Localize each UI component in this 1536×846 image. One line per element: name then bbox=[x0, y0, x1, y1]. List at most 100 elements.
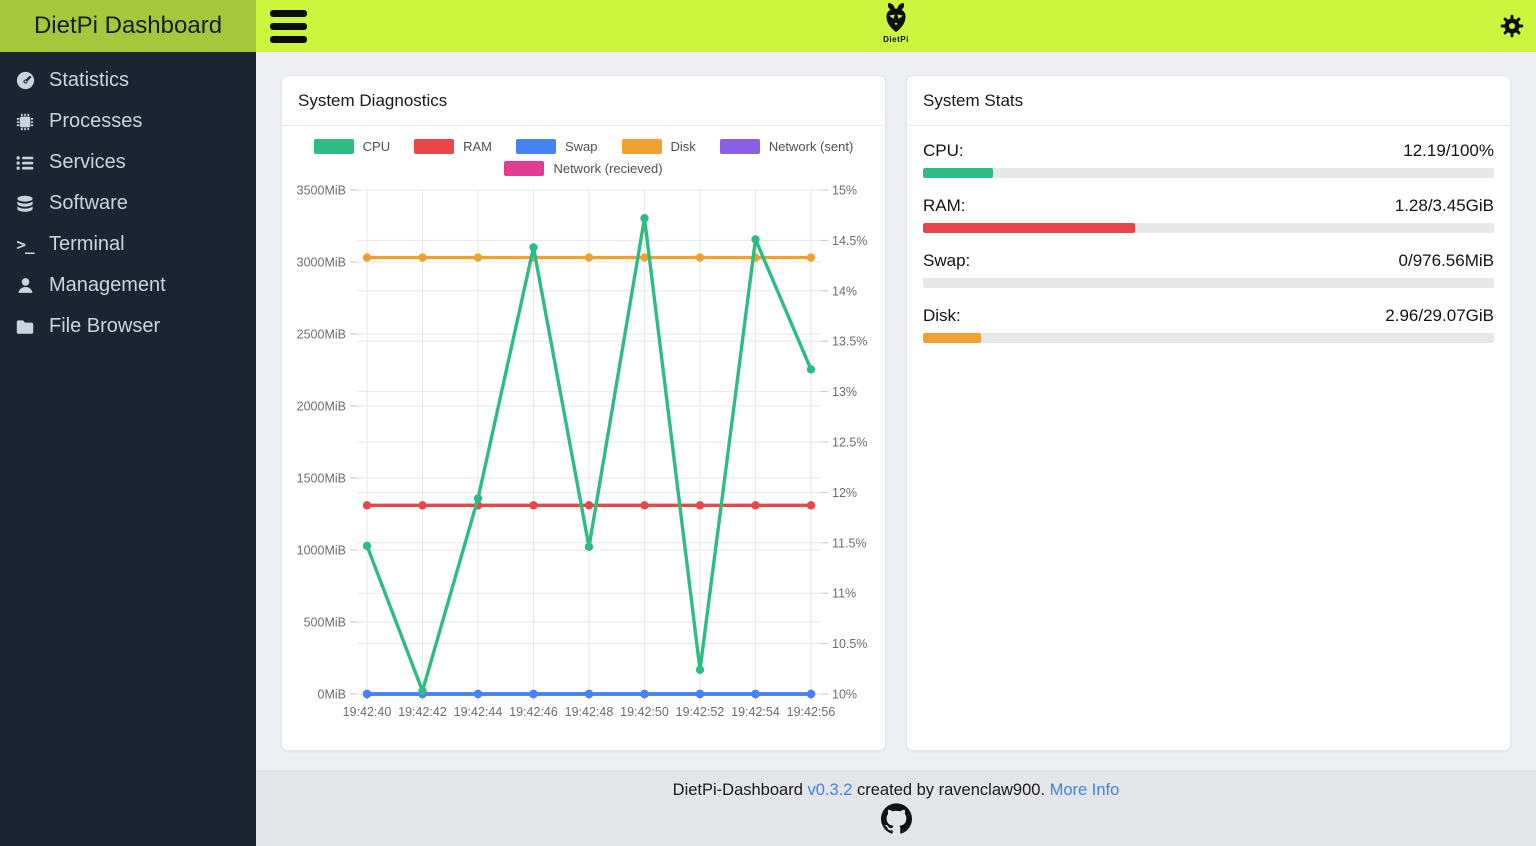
stat-row: Disk: 2.96/29.07GiB bbox=[923, 297, 1494, 343]
svg-text:19:42:46: 19:42:46 bbox=[509, 705, 558, 719]
legend-swatch bbox=[313, 139, 354, 154]
legend-label: Disk bbox=[670, 139, 696, 154]
sidebar-item-label: Management bbox=[49, 274, 166, 296]
dietpi-bee-logo: DietPi bbox=[876, 2, 916, 44]
legend-item-swap[interactable]: Swap bbox=[516, 139, 598, 154]
sidebar-item-label: Statistics bbox=[49, 69, 130, 91]
system-diagnostics-card: System Diagnostics CPU RAM Swap Disk Network… bbox=[281, 75, 886, 751]
progress-track bbox=[923, 223, 1494, 233]
terminal-icon: >_ bbox=[16, 235, 34, 254]
stat-row: RAM: 1.28/3.45GiB bbox=[923, 187, 1494, 233]
svg-text:13%: 13% bbox=[832, 385, 857, 399]
chart-area: 15% 14.5% 14% 13.5% 13% 12.5% 12% 11.5% 11% 10.5%… bbox=[282, 180, 885, 732]
content: System Diagnostics CPU RAM Swap Disk Network… bbox=[256, 52, 1536, 770]
legend-item-network-sent[interactable]: Network (sent) bbox=[719, 139, 854, 154]
stat-label: RAM: bbox=[923, 196, 966, 215]
user-icon bbox=[13, 276, 37, 295]
svg-text:19:42:50: 19:42:50 bbox=[620, 705, 669, 719]
progress-fill bbox=[923, 168, 993, 178]
legend-label: RAM bbox=[463, 139, 492, 154]
legend-label: Swap bbox=[565, 139, 598, 154]
logo-text: DietPi bbox=[883, 35, 909, 44]
stat-head: Disk: 2.96/29.07GiB bbox=[923, 297, 1494, 333]
svg-text:15%: 15% bbox=[832, 184, 857, 198]
stat-row: CPU: 12.19/100% bbox=[923, 132, 1494, 178]
svg-text:19:42:40: 19:42:40 bbox=[343, 705, 392, 719]
stats-title: System Stats bbox=[907, 76, 1510, 126]
legend-label: Network (sent) bbox=[768, 139, 854, 154]
legend-item-ram[interactable]: RAM bbox=[414, 139, 492, 154]
svg-text:13.5%: 13.5% bbox=[832, 335, 867, 349]
svg-text:19:42:56: 19:42:56 bbox=[787, 705, 836, 719]
svg-text:10%: 10% bbox=[832, 688, 857, 702]
legend-item-disk[interactable]: Disk bbox=[621, 139, 696, 154]
database-icon bbox=[13, 194, 37, 214]
sidebar-item-statistics[interactable]: Statistics bbox=[0, 60, 256, 101]
stat-value: 0/976.56MiB bbox=[1398, 251, 1494, 270]
svg-text:1000MiB: 1000MiB bbox=[297, 544, 346, 558]
svg-text:0MiB: 0MiB bbox=[318, 688, 346, 702]
legend-swatch bbox=[414, 139, 455, 154]
svg-text:19:42:44: 19:42:44 bbox=[454, 705, 503, 719]
progress-fill bbox=[923, 223, 1135, 233]
sidebar-item-software[interactable]: Software bbox=[0, 183, 256, 224]
app-title: DietPi Dashboard bbox=[0, 0, 256, 52]
menu-icon bbox=[270, 9, 307, 17]
stat-value: 12.19/100% bbox=[1403, 141, 1494, 160]
legend-swatch bbox=[719, 139, 760, 154]
legend-item-network-recieved[interactable]: Network (recieved) bbox=[504, 161, 663, 176]
more-info-link[interactable]: More Info bbox=[1049, 781, 1120, 799]
sidebar-item-services[interactable]: Services bbox=[0, 142, 256, 183]
svg-text:19:42:52: 19:42:52 bbox=[676, 705, 725, 719]
svg-text:14%: 14% bbox=[832, 284, 857, 298]
svg-text:500MiB: 500MiB bbox=[304, 616, 346, 630]
menu-button[interactable] bbox=[264, 4, 313, 49]
sidebar-item-label: Processes bbox=[49, 110, 143, 132]
svg-text:11%: 11% bbox=[832, 587, 856, 601]
stat-value: 1.28/3.45GiB bbox=[1394, 196, 1494, 215]
footer-middle: created by ravenclaw900. bbox=[852, 781, 1050, 799]
github-icon[interactable] bbox=[880, 803, 912, 834]
diagnostics-chart: 15% 14.5% 14% 13.5% 13% 12.5% 12% 11.5% 11% 10.5%… bbox=[297, 184, 868, 720]
stat-head: CPU: 12.19/100% bbox=[923, 132, 1494, 168]
diagnostics-title: System Diagnostics bbox=[282, 76, 885, 126]
svg-text:19:42:54: 19:42:54 bbox=[731, 705, 780, 719]
folder-icon bbox=[13, 317, 37, 337]
sidebar-item-file-browser[interactable]: File Browser bbox=[0, 306, 256, 347]
sidebar-item-processes[interactable]: Processes bbox=[0, 101, 256, 142]
sidebar-nav: Statistics Processes bbox=[0, 52, 256, 347]
topbar: DietPi bbox=[256, 0, 1536, 52]
svg-text:10.5%: 10.5% bbox=[832, 637, 867, 651]
stat-head: RAM: 1.28/3.45GiB bbox=[923, 187, 1494, 223]
system-stats-card: System Stats CPU: 12.19/100% RAM: 1.28/3.45… bbox=[906, 75, 1511, 751]
svg-text:11.5%: 11.5% bbox=[832, 536, 867, 550]
sidebar-item-management[interactable]: Management bbox=[0, 265, 256, 306]
svg-text:3000MiB: 3000MiB bbox=[297, 256, 346, 270]
progress-track bbox=[923, 168, 1494, 178]
stat-label: Disk: bbox=[923, 306, 961, 325]
legend-swatch bbox=[516, 139, 556, 154]
legend-swatch bbox=[504, 161, 545, 176]
microchip-icon bbox=[13, 112, 37, 132]
footer-text: DietPi-Dashboard v0.3.2 created by raven… bbox=[256, 781, 1536, 800]
svg-text:12.5%: 12.5% bbox=[832, 436, 867, 450]
stat-label: CPU: bbox=[923, 141, 964, 160]
svg-text:14.5%: 14.5% bbox=[832, 234, 867, 248]
stat-row: Swap: 0/976.56MiB bbox=[923, 242, 1494, 288]
svg-text:2000MiB: 2000MiB bbox=[297, 400, 346, 414]
stats-rows: CPU: 12.19/100% RAM: 1.28/3.45GiB Swap: 0/976… bbox=[907, 126, 1510, 358]
settings-gear-icon[interactable] bbox=[1499, 13, 1525, 39]
svg-text:19:42:42: 19:42:42 bbox=[398, 705, 447, 719]
main-area: DietPi System Diagnostics CP bbox=[256, 0, 1536, 846]
svg-text:12%: 12% bbox=[832, 486, 857, 500]
stat-label: Swap: bbox=[923, 251, 971, 270]
progress-track bbox=[923, 278, 1494, 288]
list-icon bbox=[13, 153, 37, 173]
stat-head: Swap: 0/976.56MiB bbox=[923, 242, 1494, 278]
legend-label: CPU bbox=[362, 139, 391, 154]
sidebar-item-terminal[interactable]: >_ Terminal bbox=[0, 224, 256, 265]
version-link[interactable]: v0.3.2 bbox=[807, 781, 853, 799]
legend-item-cpu[interactable]: CPU bbox=[313, 139, 391, 154]
sidebar-item-label: Terminal bbox=[49, 233, 125, 255]
